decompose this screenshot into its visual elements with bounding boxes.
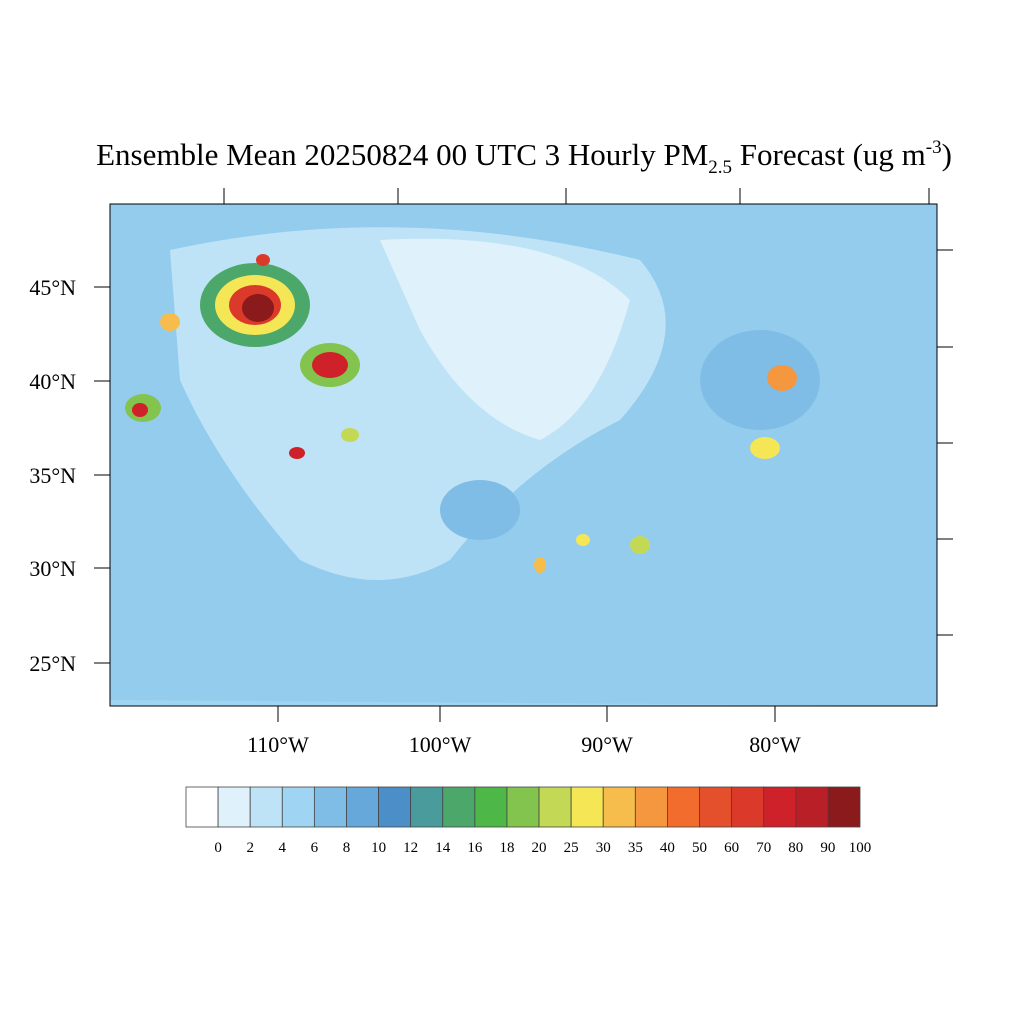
- map-field: [110, 204, 937, 706]
- lat-label: 30°N: [29, 556, 76, 581]
- colorbar-box: [795, 786, 829, 828]
- colorbar-label: 14: [435, 840, 451, 856]
- colorbar-label: 90: [820, 840, 835, 856]
- colorbar-label: 12: [403, 840, 418, 856]
- colorbar-label: 0: [214, 840, 222, 856]
- frame-ticks: [223, 188, 953, 636]
- colorbar-box: [378, 786, 412, 828]
- lat-label: 40°N: [29, 369, 76, 394]
- colorbar-box: [570, 786, 604, 828]
- lat-label: 35°N: [29, 463, 76, 488]
- colorbar-box: [763, 786, 797, 828]
- colorbar-box: [346, 786, 379, 828]
- colorbar-box: [313, 786, 347, 828]
- lon-label: 90°W: [581, 732, 633, 757]
- colorbar-box: [185, 786, 219, 828]
- colorbar-label: 2: [246, 840, 254, 856]
- colorbar-label: 35: [628, 840, 643, 856]
- colorbar-box: [699, 786, 733, 828]
- lat-label: 45°N: [29, 275, 76, 300]
- colorbar-box: [667, 786, 700, 828]
- colorbar-box: [538, 786, 572, 828]
- colorbar-box: [474, 786, 508, 828]
- lon-label: 110°W: [247, 732, 309, 757]
- colorbar-label: 80: [788, 840, 803, 856]
- colorbar-label: 60: [724, 840, 739, 856]
- colorbar-box: [602, 786, 636, 828]
- lon-label: 80°W: [749, 732, 801, 757]
- colorbar-label: 100: [849, 840, 872, 856]
- colorbar-label: 70: [756, 840, 771, 856]
- title-end: ): [942, 137, 952, 172]
- colorbar-box: [506, 786, 540, 828]
- colorbar-label: 4: [279, 840, 287, 856]
- colorbar-label: 20: [532, 840, 547, 856]
- title-rest: Forecast (ug m: [732, 137, 926, 172]
- colorbar-label: 18: [499, 840, 514, 856]
- colorbar-label: 16: [467, 840, 483, 856]
- title-main: Ensemble Mean 20250824 00 UTC 3 Hourly P…: [96, 137, 708, 172]
- colorbar-box: [249, 786, 283, 828]
- title: Ensemble Mean 20250824 00 UTC 3 Hourly P…: [96, 137, 952, 178]
- colorbar-label: 50: [692, 840, 707, 856]
- lat-label: 25°N: [29, 651, 76, 676]
- colorbar-box: [217, 786, 251, 828]
- colorbar-label: 10: [371, 840, 386, 856]
- colorbar-box: [442, 786, 476, 828]
- colorbar-box: [281, 786, 315, 828]
- colorbar-label: 30: [596, 840, 611, 856]
- lon-label: 100°W: [409, 732, 472, 757]
- colorbar-label: 6: [311, 840, 319, 856]
- title-sub: 2.5: [708, 157, 732, 178]
- map-frame: [109, 203, 938, 707]
- colorbar-box: [731, 786, 765, 828]
- colorbar-label: 25: [564, 840, 579, 856]
- colorbar-box: [827, 786, 861, 828]
- title-sup: -3: [926, 137, 942, 158]
- colorbar-label: 8: [343, 840, 351, 856]
- colorbar-box: [634, 786, 668, 828]
- colorbar-label: 40: [660, 840, 675, 856]
- colorbar-box: [410, 786, 444, 828]
